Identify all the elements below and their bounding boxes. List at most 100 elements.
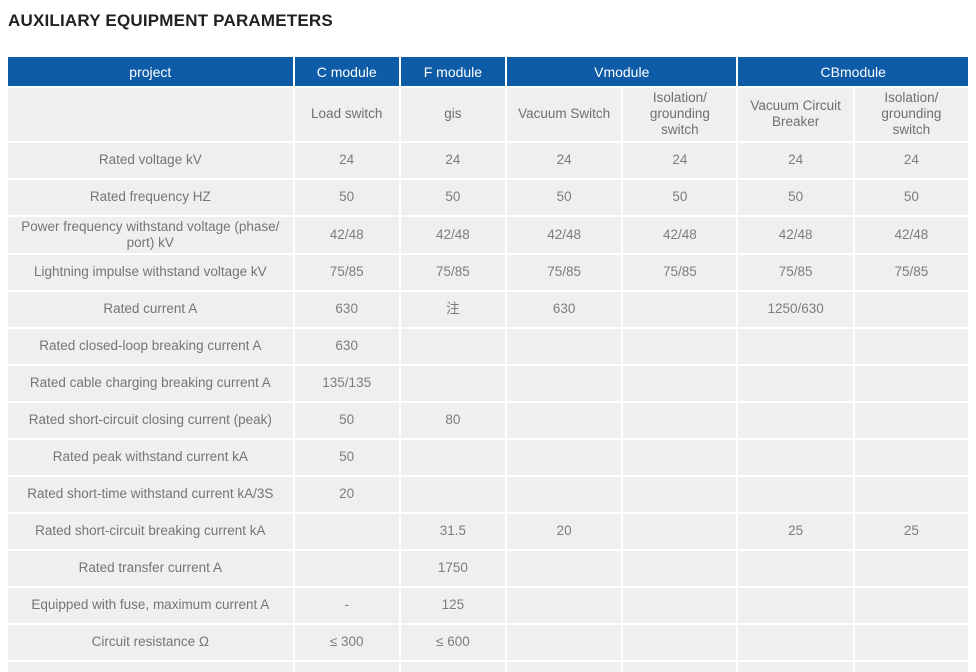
cell-value: ≤ 300 (294, 624, 399, 660)
cell-value: 25 (854, 513, 968, 549)
cell-value (738, 624, 853, 660)
cell-value: 注 (400, 291, 505, 327)
cell-value (854, 476, 968, 512)
cell-value: 24 (623, 142, 737, 178)
cell-value: 5000 (294, 661, 399, 672)
cell-value (854, 291, 968, 327)
cell-value: 24 (507, 142, 622, 178)
cell-value: 5000 (738, 661, 853, 672)
table-row: Lightning impulse withstand voltage kV 75… (8, 254, 968, 290)
cell-value (294, 513, 399, 549)
cell-value: - (294, 587, 399, 623)
cell-value: 135/135 (294, 365, 399, 401)
row-label: Rated short-circuit breaking current kA (8, 513, 293, 549)
header-c-module: C module (294, 57, 399, 86)
header-cb-module: CBmodule (738, 57, 968, 86)
subheader-load-switch: Load switch (294, 88, 399, 141)
cell-value (738, 476, 853, 512)
cell-value (623, 550, 737, 586)
cell-value: 75/85 (738, 254, 853, 290)
cell-value (507, 624, 622, 660)
cell-value: 50 (294, 179, 399, 215)
cell-value (738, 402, 853, 438)
cell-value (507, 328, 622, 364)
table-row: Circuit resistance Ω ≤ 300 ≤ 600 (8, 624, 968, 660)
cell-value (738, 439, 853, 475)
table-row: Rated current A 630 注 630 1250/630 (8, 291, 968, 327)
row-label: Rated current A (8, 291, 293, 327)
table-row: Rated frequency HZ 50 50 50 50 50 50 (8, 179, 968, 215)
cell-value (854, 402, 968, 438)
cell-value (854, 365, 968, 401)
cell-value (738, 365, 853, 401)
row-label: Rated short-time withstand current kA/3S (8, 476, 293, 512)
cell-value (294, 550, 399, 586)
cell-value: 1750 (400, 550, 505, 586)
row-label: Rated cable charging breaking current A (8, 365, 293, 401)
row-label: Circuit resistance Ω (8, 624, 293, 660)
cell-value: 24 (294, 142, 399, 178)
cell-value: 630 (294, 328, 399, 364)
cell-value: ≤ 600 (400, 624, 505, 660)
row-label: Rated peak withstand current kA (8, 439, 293, 475)
row-label: Power frequency withstand voltage (phase… (8, 216, 293, 253)
cell-value (623, 513, 737, 549)
cell-value: 1250/630 (738, 291, 853, 327)
cell-value (507, 550, 622, 586)
cell-value: 50 (294, 439, 399, 475)
cell-value: 50 (294, 402, 399, 438)
header-v-module: Vmodule (507, 57, 737, 86)
cell-value: 42/48 (623, 216, 737, 253)
table-row: Rated closed-loop breaking current A 630 (8, 328, 968, 364)
cell-value: 42/48 (854, 216, 968, 253)
cell-value (738, 587, 853, 623)
row-label: Rated closed-loop breaking current A (8, 328, 293, 364)
table-row: Equipped with fuse, maximum current A -12… (8, 587, 968, 623)
cell-value: 24 (400, 142, 505, 178)
subheader-row: Load switch gis Vacuum Switch Isolation/… (8, 88, 968, 141)
cell-value: 3000 (400, 661, 505, 672)
subheader-gis: gis (400, 88, 505, 141)
header-project: project (8, 57, 293, 86)
header-row: project C module F module Vmodule CBmodu… (8, 57, 968, 86)
cell-value (854, 550, 968, 586)
cell-value: 25 (738, 513, 853, 549)
cell-value: 50 (507, 179, 622, 215)
cell-value (507, 402, 622, 438)
cell-value: 5000 (507, 661, 622, 672)
table-row: Mechanical lifespan (times)5000300050002… (8, 661, 968, 672)
cell-value: 50 (623, 179, 737, 215)
cell-value: 50 (400, 179, 505, 215)
cell-value (854, 587, 968, 623)
cell-value: 2000 (623, 661, 737, 672)
cell-value: 20 (294, 476, 399, 512)
cell-value: 24 (738, 142, 853, 178)
subheader-vacuum-circuit-breaker: Vacuum Circuit Breaker (738, 88, 853, 141)
cell-value: 42/48 (294, 216, 399, 253)
table-row: Rated voltage kV 24 24 24 24 24 24 (8, 142, 968, 178)
cell-value: 24 (854, 142, 968, 178)
cell-value: 50 (738, 179, 853, 215)
cell-value: 75/85 (623, 254, 737, 290)
cell-value (623, 365, 737, 401)
cell-value (623, 476, 737, 512)
cell-value: 75/85 (507, 254, 622, 290)
cell-value: 75/85 (854, 254, 968, 290)
cell-value (400, 328, 505, 364)
row-label: Lightning impulse withstand voltage kV (8, 254, 293, 290)
cell-value: 42/48 (507, 216, 622, 253)
cell-value (623, 439, 737, 475)
table-row: Rated short-circuit breaking current kA 3… (8, 513, 968, 549)
row-label: Rated voltage kV (8, 142, 293, 178)
table-row: Rated transfer current A 1750 (8, 550, 968, 586)
row-label: Rated frequency HZ (8, 179, 293, 215)
cell-value (623, 624, 737, 660)
cell-value: 630 (294, 291, 399, 327)
cell-value (400, 365, 505, 401)
cell-value (738, 328, 853, 364)
cell-value (400, 476, 505, 512)
row-label: Equipped with fuse, maximum current A (8, 587, 293, 623)
cell-value: 75/85 (400, 254, 505, 290)
cell-value (854, 328, 968, 364)
